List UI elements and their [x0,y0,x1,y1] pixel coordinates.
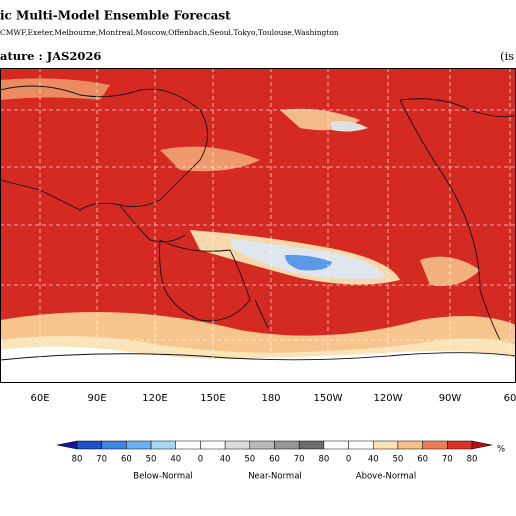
colorbar-label: 40 [170,455,181,465]
colorbar-segment [249,440,275,450]
colorbar-label: 50 [244,455,255,465]
lon-label: 150E [200,393,225,404]
colorbar-label: 40 [220,455,231,465]
colorbar-segment [298,440,325,450]
category-label: Below-Normal [133,472,192,482]
colorbar-segment [373,440,399,450]
colorbar-segment [422,440,448,450]
lon-label: 120W [374,393,403,404]
colorbar-label: 0 [198,455,203,465]
map [0,68,516,383]
category-label: Near-Normal [248,472,302,482]
colorbar-label: 70 [442,455,453,465]
colorbar-end [471,440,493,450]
lon-label: 60E [30,393,49,404]
colorbar-segment [224,440,251,450]
colorbar-label: 50 [146,455,157,465]
colorbar-segment [101,440,127,450]
colorbar-segment [76,440,102,450]
lon-label: 60 [504,393,516,404]
category-label: Above-Normal [356,472,417,482]
note: (is [500,49,514,63]
colorbar-label: 70 [294,455,305,465]
title: ic Multi-Model Ensemble Forecast [0,9,231,23]
colorbar-label: 0 [346,455,351,465]
colorbar-segment [150,440,176,450]
colorbar-segment [447,440,473,450]
colorbar-label: 80 [467,455,478,465]
colorbar-segment [126,440,152,450]
colorbar-end [56,440,78,450]
colorbar-unit: % [497,445,505,455]
colorbar-segment [200,440,226,450]
lon-label: 180 [261,393,280,404]
centres: CMWF,Exeter,Melbourne,Montreal,Moscow,Of… [0,28,339,37]
colorbar-label: 80 [318,455,329,465]
lon-label: 120E [142,393,167,404]
colorbar-segment [274,440,300,450]
colorbar-segment [175,440,201,450]
colorbar-label: 80 [72,455,83,465]
lon-label: 90E [87,393,106,404]
colorbar-label: 40 [368,455,379,465]
colorbar-segment [348,440,374,450]
colorbar-segment [323,440,349,450]
colorbar-label: 60 [269,455,280,465]
lon-label: 150W [314,393,343,404]
colorbar-label: 70 [96,455,107,465]
variable: ature : JAS2026 [0,49,101,63]
colorbar-label: 60 [121,455,132,465]
colorbar-segment [397,440,423,450]
lon-label: 90W [439,393,462,404]
colorbar-label: 60 [417,455,428,465]
colorbar-label: 50 [393,455,404,465]
